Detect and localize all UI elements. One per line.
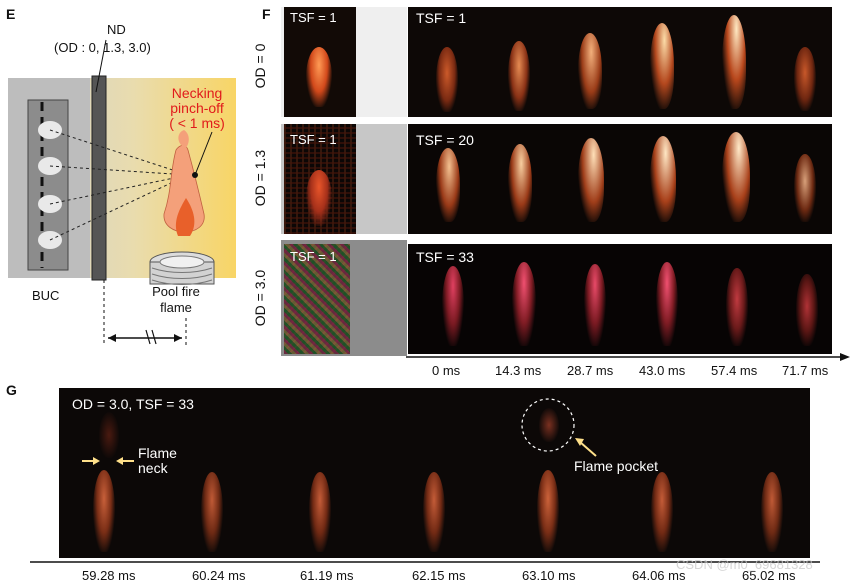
sequence-strip-od-0	[408, 7, 832, 117]
watermark: CSDN @m0_69681328	[676, 557, 813, 572]
time-label-g-4: 63.10 ms	[522, 568, 576, 583]
nd-label: ND	[107, 22, 126, 37]
sequence-strip-od-1-3	[408, 124, 832, 234]
time-label-f-1: 14.3 ms	[495, 363, 542, 378]
sequence-strip-g	[59, 388, 810, 558]
flame-pocket-marker	[521, 398, 597, 457]
buc-label: BUC	[32, 288, 60, 303]
time-label-f-0: 0 ms	[432, 363, 461, 378]
panel-g-header: OD = 3.0, TSF = 33	[72, 396, 194, 412]
flame-neck-arrows	[82, 457, 134, 465]
panel-f-letter: F	[262, 6, 271, 22]
seq-tsf-od-3-0: TSF = 33	[416, 249, 474, 265]
ref-frame-od-3-0	[284, 244, 350, 354]
ref-frame-od-0	[284, 7, 356, 117]
flame-pocket-label: Flame pocket	[574, 458, 659, 474]
panel-e-letter: E	[6, 6, 16, 22]
necking-label: Necking pinch-off ( < 1 ms)	[169, 85, 225, 131]
time-label-g-3: 62.15 ms	[412, 568, 466, 583]
time-label-f-3: 43.0 ms	[639, 363, 686, 378]
experiment-schematic	[8, 39, 236, 345]
seq-tsf-od-0: TSF = 1	[416, 10, 467, 26]
time-axis-g	[30, 561, 820, 563]
ref-tsf-od-1-3: TSF = 1	[290, 132, 337, 147]
sequence-strip-od-3-0	[408, 244, 832, 354]
pool-fire-label: Pool fire flame	[152, 284, 200, 315]
time-axis-f	[406, 353, 850, 361]
od-values-label: (OD : 0, 1.3, 3.0)	[54, 40, 151, 55]
time-label-g-0: 59.28 ms	[82, 568, 136, 583]
row-label-od-3-0: OD = 3.0	[252, 269, 268, 327]
nd-filter	[91, 75, 107, 281]
flame-neck-label: Flame neck	[138, 445, 177, 476]
ref-frame-od-1-3	[284, 124, 356, 234]
row-label-od-1-3: OD = 1.3	[252, 149, 268, 207]
time-label-g-2: 61.19 ms	[300, 568, 354, 583]
time-label-f-4: 57.4 ms	[711, 363, 758, 378]
panel-g-letter: G	[6, 382, 17, 398]
time-label-g-5: 64.06 ms	[632, 568, 686, 583]
ref-tsf-od-3-0: TSF = 1	[290, 249, 337, 264]
row-label-od-0: OD = 0	[252, 43, 268, 89]
seq-tsf-od-1-3: TSF = 20	[416, 132, 474, 148]
time-label-f-5: 71.7 ms	[782, 363, 829, 378]
time-label-g-6: 65.02 ms	[742, 568, 796, 583]
time-label-f-2: 28.7 ms	[567, 363, 614, 378]
ref-tsf-od-0: TSF = 1	[290, 10, 337, 25]
time-label-g-1: 60.24 ms	[192, 568, 246, 583]
